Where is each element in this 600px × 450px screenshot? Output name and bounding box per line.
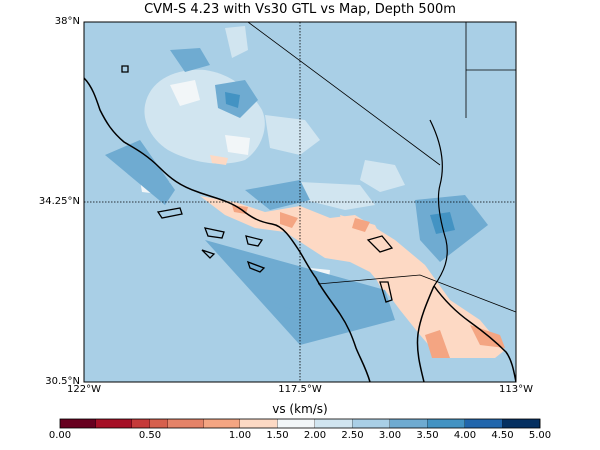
colorbar-tick-label: 0.00 bbox=[48, 430, 72, 441]
colorbar-tick-label: 2.00 bbox=[303, 430, 327, 441]
island-small bbox=[121, 65, 129, 73]
velocity-region-orange bbox=[280, 212, 298, 228]
lat-label-top: 38°N bbox=[54, 16, 80, 27]
velocity-region-salmon bbox=[340, 215, 385, 250]
colorbar bbox=[59, 418, 541, 429]
velocity-region-mid bbox=[105, 140, 175, 205]
velocity-region-salmon bbox=[365, 258, 405, 290]
colorbar-tick-label: 4.00 bbox=[453, 430, 477, 441]
colorbar-segment bbox=[427, 419, 465, 428]
velocity-region-white bbox=[170, 80, 200, 106]
velocity-region-pale bbox=[265, 115, 320, 155]
colorbar-tick-label: 3.00 bbox=[378, 430, 402, 441]
velocity-region-pale bbox=[300, 182, 375, 210]
colorbar-segment bbox=[150, 419, 168, 428]
mexico-border bbox=[317, 274, 516, 313]
velocity-region-mid bbox=[245, 180, 310, 210]
colorbar-segment bbox=[204, 419, 240, 428]
colorbar-segment bbox=[390, 419, 428, 428]
velocity-region-orange bbox=[425, 330, 450, 358]
coastline bbox=[84, 77, 371, 382]
velocity-region-pale bbox=[360, 160, 405, 192]
colorbar-tick-label: 0.50 bbox=[138, 430, 162, 441]
colorado-river bbox=[429, 119, 448, 287]
colorbar-segment bbox=[132, 419, 150, 428]
channel-island bbox=[201, 249, 216, 259]
velocity-region-orange bbox=[352, 218, 370, 232]
velocity-region-salmon bbox=[200, 196, 505, 358]
channel-island bbox=[156, 207, 183, 219]
colorbar-frame bbox=[59, 418, 541, 429]
channel-island bbox=[203, 227, 225, 239]
lake bbox=[366, 235, 394, 253]
velocity-region-dark bbox=[430, 212, 455, 234]
velocity-region-dark bbox=[225, 92, 240, 108]
lon-label-mid: 117.5°W bbox=[278, 384, 322, 395]
salton-sea bbox=[379, 281, 393, 303]
lon-label-left: 122°W bbox=[67, 384, 101, 395]
coastline-gulf-east bbox=[433, 285, 516, 382]
lat-label-mid: 34.25°N bbox=[38, 196, 80, 207]
nevada-border bbox=[247, 22, 441, 166]
colorbar-tick-label: 4.50 bbox=[491, 430, 514, 441]
lat-label-bottom: 30.5°N bbox=[45, 376, 80, 387]
colorbar-segment bbox=[465, 419, 503, 428]
colorbar-tick-label: 3.50 bbox=[416, 430, 439, 441]
colorbar-segment bbox=[168, 419, 204, 428]
velocity-region-salmon bbox=[210, 155, 228, 165]
channel-island bbox=[246, 260, 266, 273]
colorbar-tick-label: 1.50 bbox=[266, 430, 289, 441]
colorbar-label: vs (km/s) bbox=[272, 402, 328, 416]
colorbar-segment bbox=[60, 419, 96, 428]
colorbar-tick-label: 5.00 bbox=[528, 430, 552, 441]
colorbar-segment bbox=[277, 419, 315, 428]
velocity-region-white bbox=[225, 135, 250, 155]
velocity-region-mid bbox=[170, 48, 210, 72]
colorbar-segment bbox=[240, 419, 278, 428]
colorbar-segment bbox=[502, 419, 540, 428]
colorbar-segment bbox=[96, 419, 132, 428]
colorbar-tick-label: 2.50 bbox=[341, 430, 364, 441]
coastline-gulf-west bbox=[416, 285, 435, 382]
lon-label-right: 113°W bbox=[499, 384, 533, 395]
colorbar-tick-label: 1.00 bbox=[228, 430, 252, 441]
colorbar-segment bbox=[315, 419, 353, 428]
velocity-region-pale bbox=[225, 26, 248, 58]
channel-island bbox=[245, 235, 264, 247]
colorbar-segment bbox=[352, 419, 390, 428]
velocity-region-mid bbox=[265, 300, 300, 330]
map-title: CVM-S 4.23 with Vs30 GTL vs Map, Depth 5… bbox=[144, 2, 456, 17]
map-frame bbox=[83, 21, 517, 383]
